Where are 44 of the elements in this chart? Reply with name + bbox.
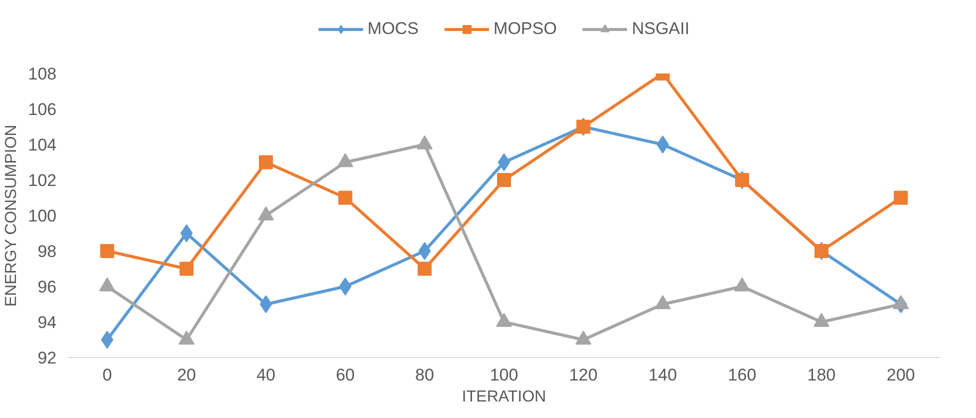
x-tick-label: 20 — [177, 366, 196, 384]
point — [260, 295, 272, 314]
y-tick-label: 106 — [28, 100, 57, 119]
point — [813, 312, 830, 327]
y-tick-label: 108 — [28, 64, 57, 84]
point — [734, 277, 750, 292]
y-tick-label: 96 — [38, 278, 57, 296]
x-tick-label: 60 — [336, 366, 355, 384]
point — [178, 330, 195, 345]
y-tick-label: 102 — [28, 171, 57, 190]
x-tick-label: 100 — [490, 366, 518, 384]
x-tick-label: 180 — [807, 366, 836, 384]
legend-label: NSGAII — [632, 19, 690, 39]
point — [180, 262, 194, 276]
x-tick-label: 200 — [886, 366, 916, 384]
x-tick-label: 120 — [569, 366, 598, 384]
point — [99, 277, 116, 292]
legend-label: MOPSO — [494, 19, 557, 39]
point — [497, 173, 511, 187]
x-tick-label: 80 — [415, 366, 434, 384]
x-tick-label: 40 — [256, 366, 276, 384]
point — [418, 242, 431, 260]
y-tick-label: 104 — [28, 136, 57, 154]
point — [338, 190, 352, 205]
x-tick-label: 140 — [648, 366, 677, 384]
point — [654, 295, 671, 310]
x-tick-label: 0 — [102, 366, 112, 384]
point — [258, 155, 273, 170]
point — [894, 190, 908, 205]
y-tick-label: 100 — [28, 206, 57, 226]
x-tick-label: 160 — [728, 366, 756, 384]
y-tick-label: 92 — [38, 348, 57, 368]
y-tick-label: 94 — [38, 313, 57, 332]
point — [418, 262, 432, 276]
point — [892, 295, 909, 310]
x-axis-title: ITERATION — [462, 388, 546, 406]
point — [498, 153, 510, 172]
point — [496, 312, 512, 327]
point — [180, 224, 193, 242]
y-tick-label: 98 — [38, 242, 57, 261]
legend-label: MOCS — [368, 19, 419, 39]
point — [100, 244, 114, 258]
point — [575, 330, 592, 345]
y-axis-title: ENERGY CONSUMPION — [3, 124, 20, 307]
